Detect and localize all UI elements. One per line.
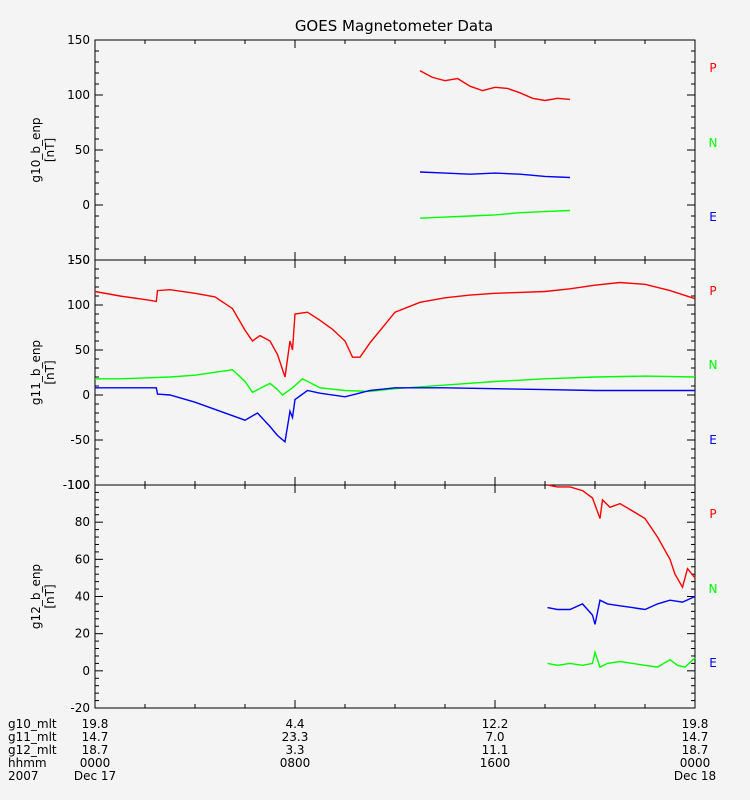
x-row-value: 1600 bbox=[480, 756, 511, 770]
y-tick-label: -100 bbox=[63, 478, 90, 492]
y-tick-label: 100 bbox=[67, 298, 90, 312]
y-tick-label: 150 bbox=[67, 253, 90, 267]
legend-E: E bbox=[709, 433, 717, 447]
y-tick-label: 150 bbox=[67, 33, 90, 47]
legend-N: N bbox=[709, 358, 718, 372]
y-tick-label: 80 bbox=[75, 515, 90, 529]
x-row-value: 18.7 bbox=[82, 743, 109, 757]
legend-P: P bbox=[709, 61, 716, 75]
y-tick-label: 0 bbox=[82, 198, 90, 212]
x-row-value: 0800 bbox=[280, 756, 311, 770]
y-tick-label: 40 bbox=[75, 590, 90, 604]
legend-P: P bbox=[709, 507, 716, 521]
y-tick-label: 100 bbox=[67, 478, 90, 492]
x-row-value: 3.3 bbox=[285, 743, 304, 757]
y-axis-label: g12_b_enp bbox=[29, 564, 43, 629]
y-tick-label: -20 bbox=[70, 701, 90, 715]
x-row-label: 2007 bbox=[8, 769, 39, 783]
series-line-E bbox=[547, 595, 696, 625]
legend-N: N bbox=[709, 582, 718, 596]
x-axis-labels: g10_mlt 19.8 4.4 12.2 19.8 g11_mlt 14.7 23.3 7.0… bbox=[8, 717, 716, 783]
series-line-N bbox=[95, 369, 696, 396]
series-line-P bbox=[419, 70, 571, 102]
x-row-value: 19.8 bbox=[82, 717, 109, 731]
x-row-label: g11_mlt bbox=[8, 730, 57, 744]
x-row-value: Dec 18 bbox=[674, 769, 716, 783]
x-row-value: 14.7 bbox=[682, 730, 709, 744]
series-line-E bbox=[95, 387, 695, 444]
x-row-value: 12.2 bbox=[482, 717, 509, 731]
legend-P: P bbox=[709, 284, 716, 298]
x-row-value: 0000 bbox=[680, 756, 711, 770]
series-line-E bbox=[419, 171, 571, 179]
y-tick-label: 0 bbox=[82, 388, 90, 402]
panel-2: -100 -50 0 50 100 150 g11_b_enp [nT] P N E bbox=[29, 253, 717, 492]
y-axis-label: g10_b_enp bbox=[29, 117, 43, 182]
legend-E: E bbox=[709, 210, 717, 224]
x-row-label: hhmm bbox=[8, 756, 47, 770]
series-line-N bbox=[547, 649, 696, 669]
figure-title: GOES Magnetometer Data bbox=[295, 17, 493, 35]
y-tick-label: 20 bbox=[75, 627, 90, 641]
x-row-label: g10_mlt bbox=[8, 717, 57, 731]
x-row-value: 18.7 bbox=[682, 743, 709, 757]
series-line-P bbox=[94, 281, 696, 378]
legend-E: E bbox=[709, 656, 717, 670]
y-tick-label: -50 bbox=[70, 433, 90, 447]
x-row-value: 7.0 bbox=[485, 730, 504, 744]
x-row-label: g12_mlt bbox=[8, 743, 57, 757]
y-tick-label: -50 bbox=[70, 253, 90, 267]
legend-N: N bbox=[709, 136, 718, 150]
panel-3: -20 0 20 40 60 80 100 g12_b_enp [nT] P N E bbox=[29, 478, 717, 715]
x-row-value: Dec 17 bbox=[74, 769, 116, 783]
y-axis-unit: [nT] bbox=[43, 584, 57, 608]
x-row-value: 23.3 bbox=[282, 730, 309, 744]
y-axis-label: g11_b_enp bbox=[29, 340, 43, 405]
y-tick-label: 60 bbox=[75, 552, 90, 566]
y-tick-label: 0 bbox=[82, 664, 90, 678]
x-row-value: 19.8 bbox=[682, 717, 709, 731]
y-axis-unit: [nT] bbox=[43, 360, 57, 384]
series-line-P bbox=[547, 484, 696, 590]
x-row-value: 0000 bbox=[80, 756, 111, 770]
y-axis-unit: [nT] bbox=[43, 138, 57, 162]
x-row-value: 14.7 bbox=[82, 730, 109, 744]
y-tick-label: 50 bbox=[75, 143, 90, 157]
x-row-value: 11.1 bbox=[482, 743, 509, 757]
x-row-value: 4.4 bbox=[285, 717, 304, 731]
series-line-N bbox=[419, 209, 571, 219]
y-tick-label: 100 bbox=[67, 88, 90, 102]
y-tick-label: 50 bbox=[75, 343, 90, 357]
